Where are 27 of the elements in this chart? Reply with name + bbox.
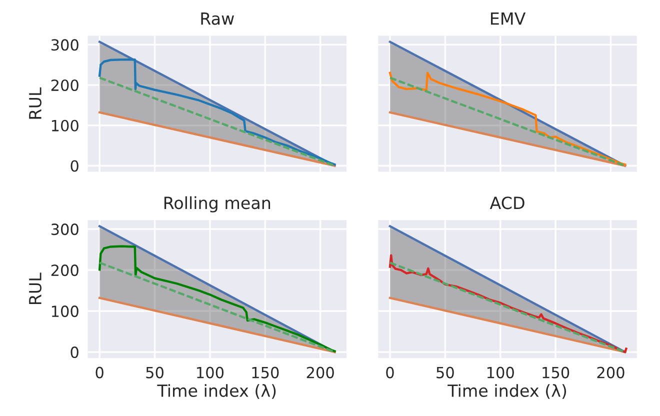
- chart-title: EMV: [491, 12, 526, 25]
- x-tick-label: 100: [197, 366, 224, 378]
- chart-title: ACD: [490, 196, 524, 210]
- y-tick-label: 0: [70, 346, 78, 358]
- y-tick-label: 100: [52, 120, 78, 132]
- chart-title: Raw: [201, 12, 234, 25]
- y-axis-title: RUL: [29, 87, 42, 119]
- y-tick-label: 0: [70, 160, 78, 172]
- chart-title: Rolling mean: [164, 196, 270, 212]
- y-tick-label: 300: [51, 39, 78, 51]
- x-tick-label: 0: [96, 366, 104, 378]
- x-tick-label: 0: [386, 366, 394, 378]
- y-tick-label: 100: [52, 306, 78, 318]
- y-tick-label: 300: [51, 224, 78, 236]
- x-tick-label: 200: [306, 366, 334, 378]
- x-tick-label: 150: [252, 366, 279, 378]
- y-tick-label: 200: [51, 264, 78, 276]
- x-tick-label: 200: [597, 366, 624, 378]
- line-series: [98, 245, 336, 352]
- x-tick-label: 150: [542, 366, 570, 378]
- x-tick-label: 50: [146, 366, 164, 378]
- x-axis-title: Time index (λ): [448, 384, 566, 399]
- x-tick-label: 50: [436, 366, 454, 378]
- y-axis-title: RUL: [29, 272, 42, 304]
- x-axis-title: Time index (λ): [157, 384, 276, 399]
- x-tick-label: 100: [487, 366, 514, 378]
- y-tick-label: 200: [51, 79, 78, 92]
